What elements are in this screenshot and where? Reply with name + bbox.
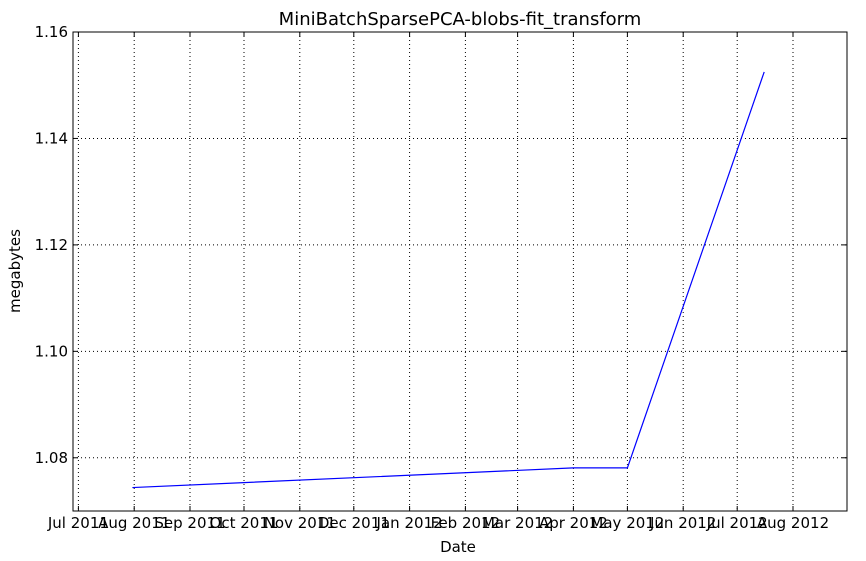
- series-layer: [132, 71, 765, 489]
- x-tick-label: Nov 2011: [264, 514, 336, 532]
- x-tick-label: Sep 2011: [154, 514, 225, 532]
- x-tick-label: Aug 2011: [98, 514, 170, 532]
- x-tick-label: Jan 2012: [376, 514, 443, 532]
- x-tick-label: Jun 2012: [649, 514, 716, 532]
- x-tick-label: Dec 2011: [318, 514, 390, 532]
- x-tick-label: Mar 2012: [482, 514, 553, 532]
- x-tick-label: Aug 2012: [757, 514, 829, 532]
- y-tick-label: 1.16: [35, 23, 68, 41]
- x-tick-label: Jul 2011: [47, 514, 109, 532]
- y-tick-label: 1.14: [35, 129, 68, 147]
- plot-frame: [72, 31, 848, 512]
- series-line: [132, 71, 765, 489]
- x-axis-label: Date: [440, 538, 476, 556]
- y-tick-label: 1.08: [35, 449, 68, 467]
- x-tick-label: Jul 2012: [706, 514, 768, 532]
- chart-title: MiniBatchSparsePCA-blobs-fit_transform: [279, 9, 642, 30]
- x-tick-label: May 2012: [590, 514, 664, 532]
- y-tick-label: 1.12: [35, 236, 68, 254]
- y-tick-label: 1.10: [35, 342, 68, 360]
- x-tick-label: Apr 2012: [539, 514, 608, 532]
- y-axis-label: megabytes: [6, 229, 24, 313]
- x-tick-label: Feb 2012: [431, 514, 501, 532]
- x-tick-label: Oct 2011: [210, 514, 279, 532]
